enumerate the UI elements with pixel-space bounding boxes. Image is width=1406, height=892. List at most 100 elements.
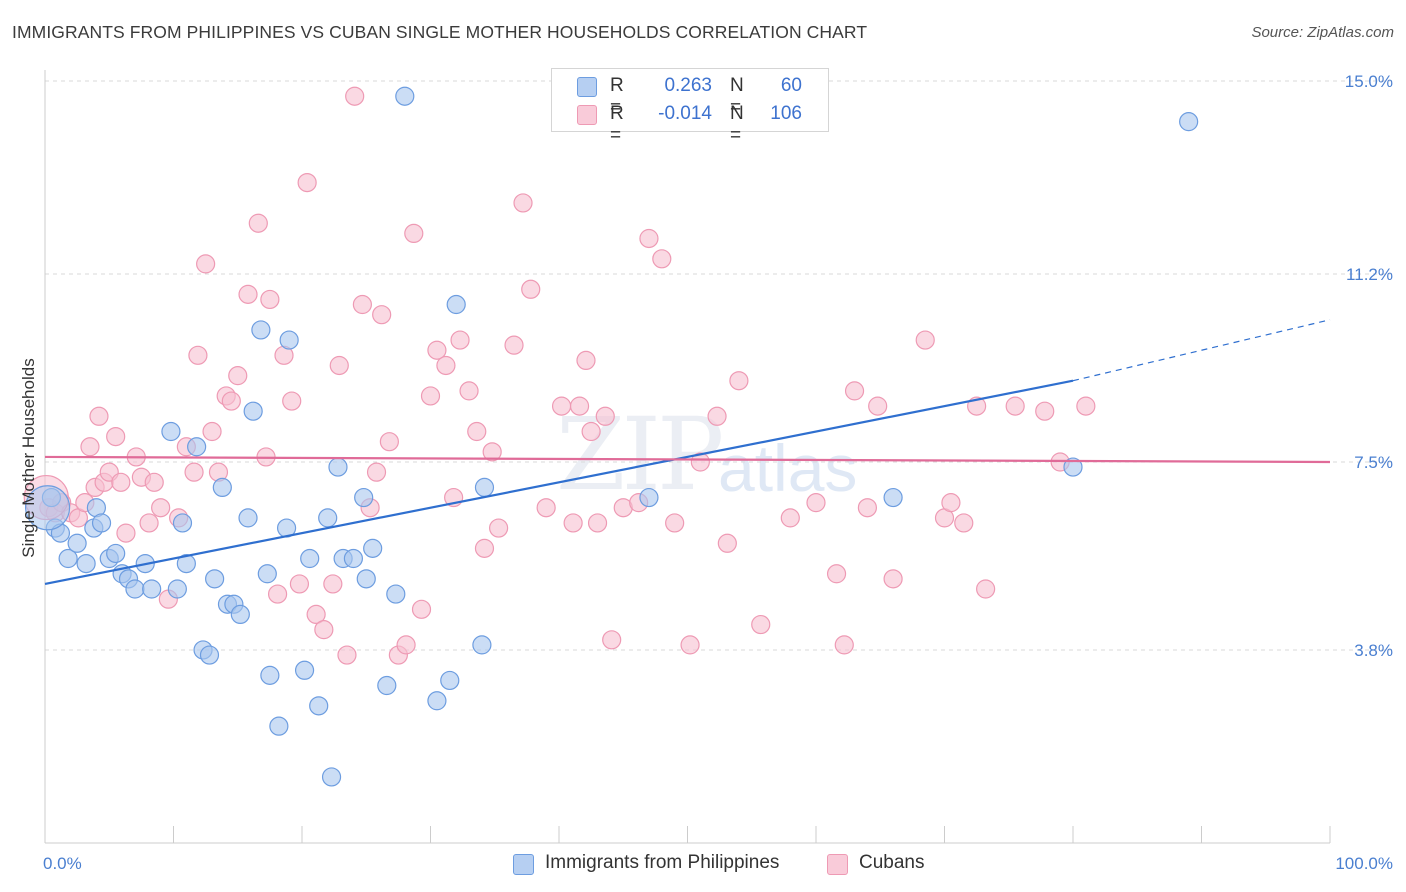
cubans-point [329, 355, 349, 376]
cubans-point [482, 442, 502, 462]
cubans-point [366, 462, 387, 482]
cubans-point [1035, 401, 1055, 421]
philippines-point [257, 564, 277, 584]
cubans-point [563, 513, 583, 533]
correlation-legend: R = 0.263 N = 60 R = -0.014 N = 106 [551, 68, 829, 146]
cubans-point [780, 508, 800, 528]
cubans-point [459, 381, 479, 401]
cubans-point [411, 599, 432, 619]
cubans-point [337, 645, 357, 665]
cubans-point [260, 289, 280, 310]
cubans-point [184, 462, 204, 482]
cubans-point [576, 350, 596, 370]
philippines-point [363, 538, 383, 558]
legend-r-value: -0.014 [658, 103, 712, 124]
legend-swatch-philippines [577, 77, 597, 97]
cubans-point [1076, 396, 1096, 416]
bottom-swatch-philippines [513, 854, 534, 875]
x-tick-label: 100.0% [1335, 854, 1393, 873]
philippines-point [67, 533, 87, 553]
philippines-point [58, 548, 78, 569]
cubans-point [806, 493, 826, 513]
cubans-point [116, 523, 136, 543]
bottom-legend-label: Immigrants from Philippines [545, 852, 780, 873]
y-tick-label: 7.5% [1354, 453, 1393, 472]
philippines-point [76, 553, 96, 574]
philippines-point [212, 477, 232, 497]
philippines-point [238, 508, 258, 528]
cubans-point [868, 396, 888, 416]
cubans-point [595, 406, 615, 426]
cubans-point [536, 498, 556, 518]
cubans-point [289, 574, 310, 594]
legend-n-label: N = [730, 103, 744, 146]
bottom-legend-label: Cubans [859, 852, 925, 873]
philippines-point [321, 767, 342, 787]
philippines-point [230, 604, 250, 625]
cubans-trendline [44, 455, 1331, 464]
cubans-point [297, 173, 317, 193]
cubans-point [489, 518, 509, 538]
cubans-point [144, 472, 164, 492]
cubans-point [717, 533, 737, 553]
cubans-point [581, 421, 601, 442]
legend-n-value: 106 [770, 103, 802, 124]
philippines-point [251, 320, 271, 340]
legend-n-value: 60 [780, 75, 802, 96]
cubans-point [639, 228, 659, 249]
philippines-point [106, 543, 126, 564]
philippines-point [395, 86, 415, 106]
cubans-point [420, 386, 441, 406]
y-tick-label: 15.0% [1345, 72, 1393, 91]
cubans-point [314, 620, 334, 640]
cubans-point [196, 254, 216, 274]
philippines-point [1063, 457, 1083, 477]
cubans-point [106, 427, 126, 447]
legend-swatch-cubans [577, 105, 597, 125]
cubans-point [396, 635, 416, 655]
cubans-point [976, 579, 996, 599]
cubans-point [1005, 396, 1025, 416]
cubans-point [151, 498, 171, 518]
cubans-point [352, 294, 372, 315]
cubans-point [504, 335, 524, 355]
cubans-point [587, 513, 608, 533]
cubans-point [80, 437, 100, 457]
cubans-point [751, 614, 771, 635]
cubans-point [826, 564, 847, 584]
y-tick-label: 3.8% [1354, 641, 1393, 660]
y-axis-label: Single Mother Households [19, 358, 38, 558]
cubans-point [427, 340, 447, 360]
watermark-atlas: atlas [718, 431, 858, 505]
cubans-point [202, 421, 222, 442]
philippines-point [300, 548, 320, 569]
cubans-point [834, 635, 854, 655]
x-tick-label: 0.0% [43, 854, 82, 873]
philippines-point [205, 569, 225, 589]
philippines-point [386, 584, 406, 604]
cubans-point [282, 391, 302, 411]
philippines-point [377, 675, 397, 696]
chart-source: Source: ZipAtlas.com [1251, 24, 1394, 41]
philippines-point [343, 548, 363, 569]
legend-n-label: N = [730, 75, 744, 118]
philippines-point [472, 635, 492, 655]
cubans-point [707, 406, 727, 426]
philippines-point [125, 579, 145, 599]
cubans-point [665, 513, 685, 533]
cubans-point [602, 630, 622, 650]
cubans-point [941, 493, 961, 513]
cubans-point [404, 223, 424, 243]
y-tick-label: 11.2% [1346, 265, 1393, 284]
cubans-point [857, 498, 878, 518]
philippines-point [279, 330, 299, 350]
cubans-point [844, 381, 865, 401]
cubans-point [89, 406, 109, 426]
legend-r-value: 0.263 [664, 75, 712, 96]
bottom-swatch-cubans [827, 854, 848, 875]
chart-title: IMMIGRANTS FROM PHILIPPINES VS CUBAN SIN… [12, 22, 868, 42]
philippines-point [167, 579, 187, 599]
cubans-point [372, 305, 392, 325]
philippines-point [176, 553, 196, 574]
